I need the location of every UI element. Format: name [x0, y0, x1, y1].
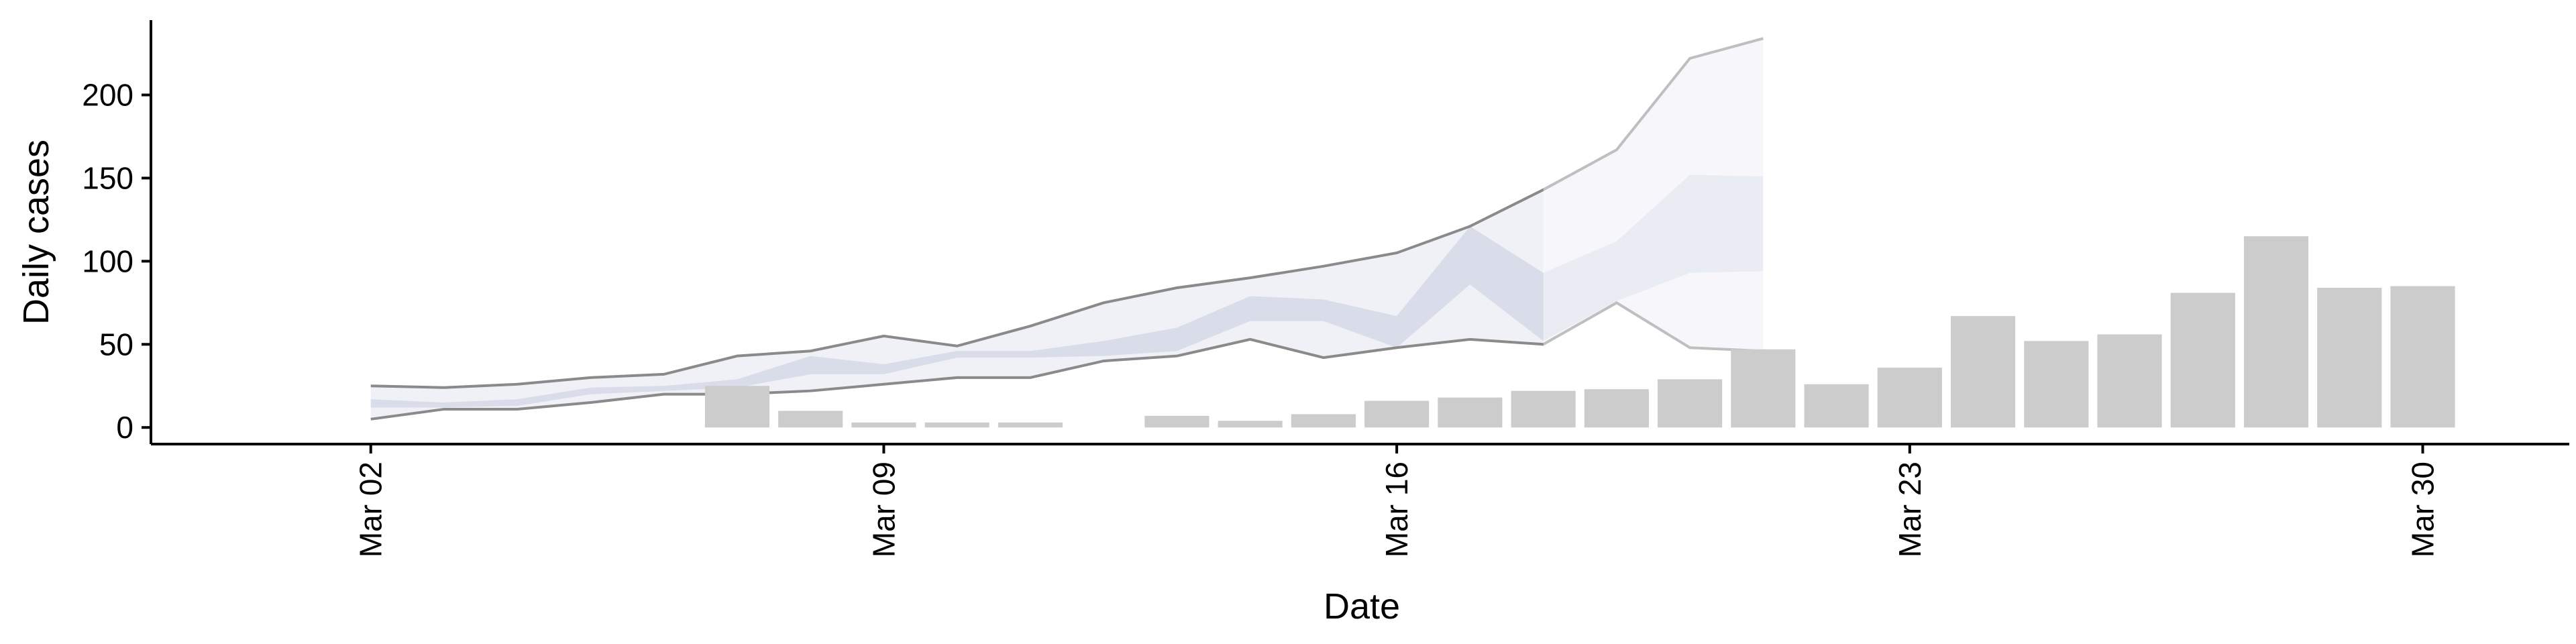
x-tick-label: Mar 30 [2406, 462, 2440, 557]
case-bar [1804, 384, 1869, 428]
y-ticks: 0 50 100 150 200 [82, 78, 151, 445]
estimate-lower-line [370, 301, 1764, 421]
case-bar [2390, 286, 2455, 428]
x-tick-label: Mar 02 [354, 462, 388, 557]
y-tick-label: 50 [99, 327, 133, 362]
axes [150, 20, 2569, 445]
case-bar [1291, 414, 1356, 428]
case-bar [998, 422, 1063, 428]
case-bar [1364, 400, 1430, 428]
x-tick-label: Mar 09 [866, 462, 901, 557]
case-bar [1950, 316, 2016, 428]
case-bar [1877, 367, 1942, 428]
case-bar [1584, 389, 1649, 428]
case-bar [924, 422, 989, 428]
estimate-upper-line [370, 37, 1764, 389]
x-axis-title: Date [1324, 586, 1400, 627]
x-tick-label: Mar 16 [1379, 462, 1414, 557]
case-bar [1144, 415, 1210, 428]
y-tick-label: 200 [82, 78, 133, 113]
case-bar [2243, 236, 2309, 428]
case-bar [778, 411, 843, 428]
x-ticks: Mar 02 Mar 09 Mar 16 Mar 23 Mar 30 [354, 444, 2440, 557]
case-bar [1218, 421, 1283, 428]
y-tick-label: 100 [82, 244, 133, 278]
case-bar [2024, 341, 2089, 428]
case-bar [1731, 349, 1796, 428]
case-bar [1658, 379, 1723, 428]
y-axis-title: Daily cases [16, 140, 56, 325]
estimate-bands [370, 20, 1765, 441]
case-bar [1511, 390, 1576, 428]
case-bar [2317, 288, 2382, 428]
case-bar [704, 386, 770, 428]
case-bar [2170, 292, 2235, 428]
y-tick-label: 150 [82, 160, 133, 195]
x-tick-label: Mar 23 [1892, 462, 1927, 557]
case-bars [704, 236, 2455, 428]
estimate-band-50 [370, 174, 1764, 408]
y-tick-label: 0 [116, 410, 133, 445]
case-bar [2097, 334, 2162, 428]
estimate-fade [1543, 20, 1765, 441]
case-bar [1438, 397, 1503, 428]
case-bar [851, 422, 916, 428]
